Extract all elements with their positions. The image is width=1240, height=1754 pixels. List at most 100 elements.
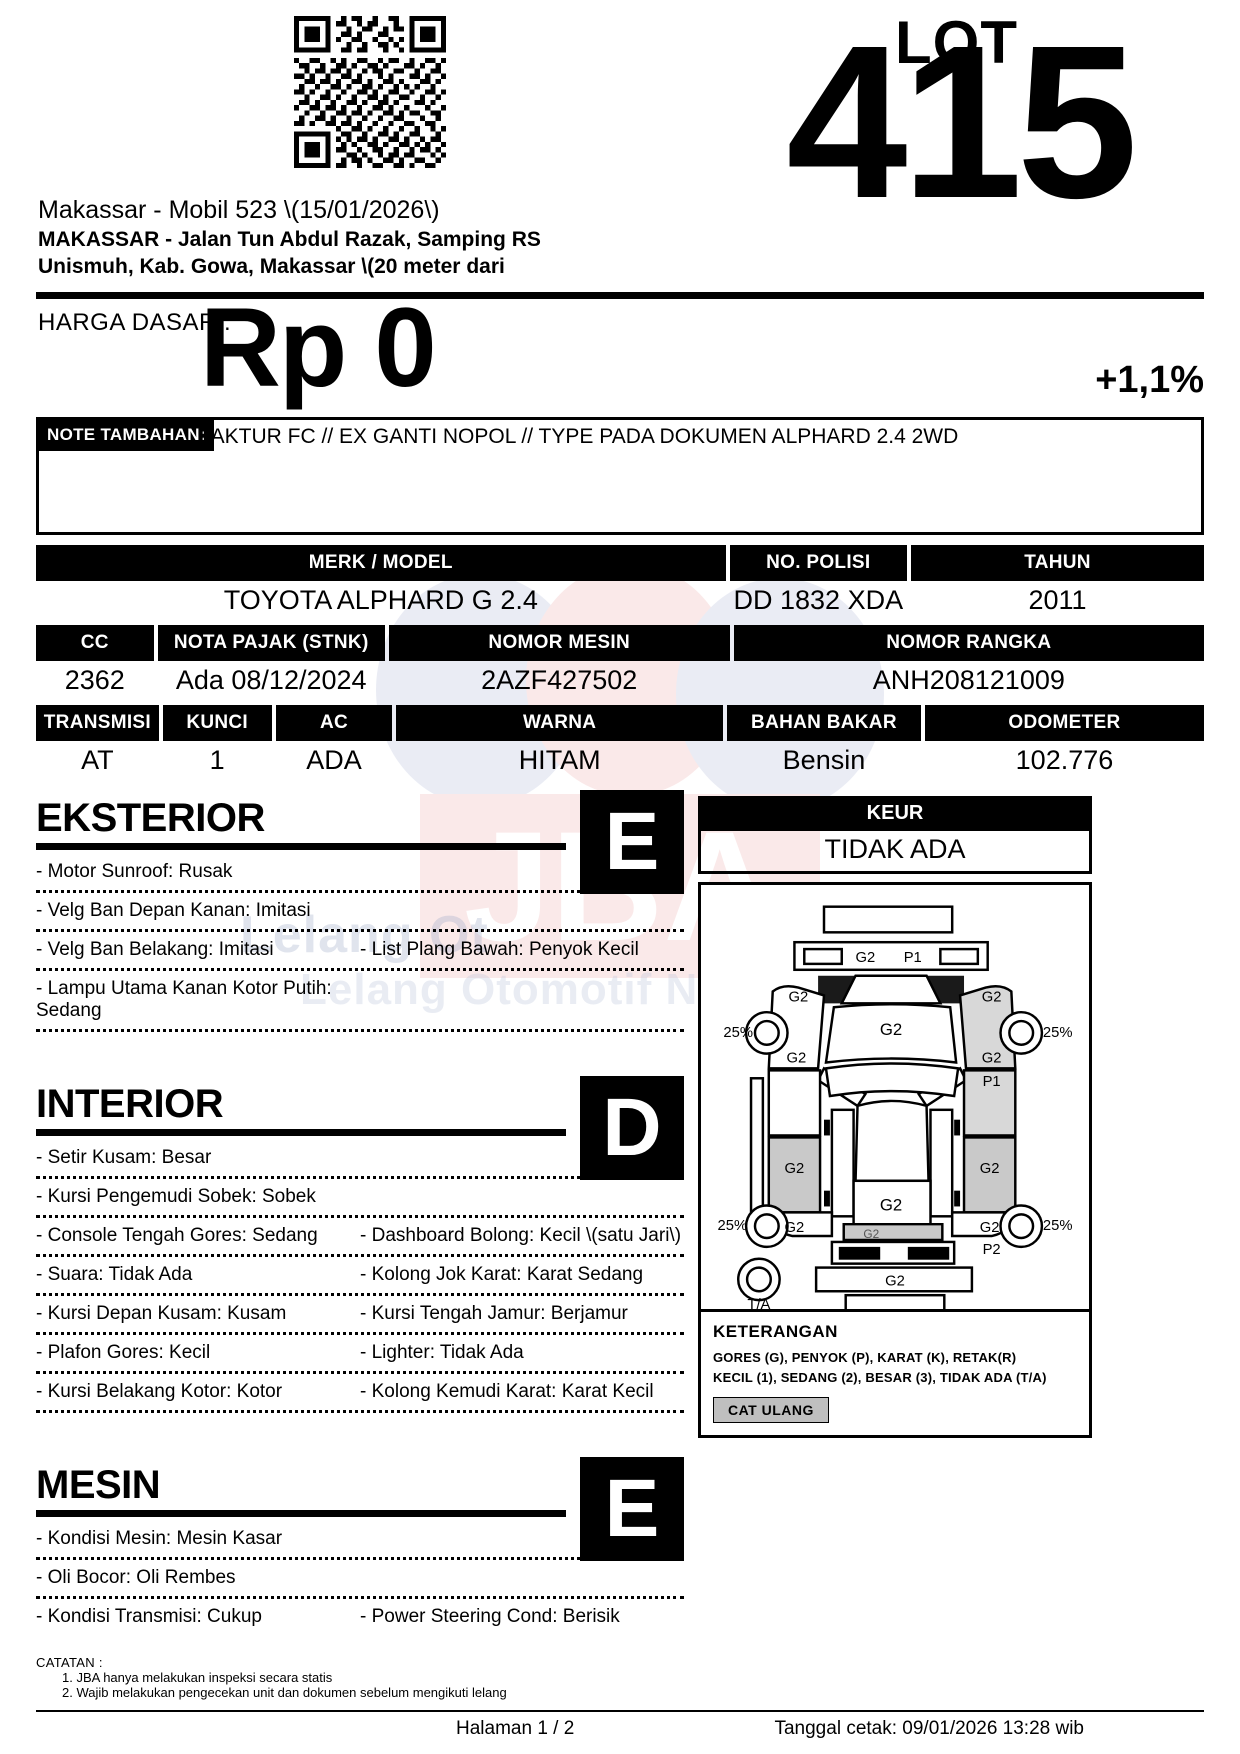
spec-header-odometer: ODOMETER [924, 705, 1204, 741]
list-item [360, 1567, 684, 1589]
spec-value-ac: ADA [306, 745, 362, 775]
list-item [360, 900, 684, 922]
spec-value-bahan-bakar: Bensin [782, 745, 866, 775]
list-item: - Velg Ban Depan Kanan: Imitasi [36, 900, 311, 921]
price-section: HARGA DASAR : Rp 0 +1,1% [36, 285, 1204, 417]
table-row: - Suara: Tidak Ada - Kolong Jok Karat: K… [36, 1257, 684, 1296]
section-title-eksterior: EKSTERIOR [36, 796, 265, 840]
base-price-value: Rp 0 [200, 285, 437, 410]
spec-value-cc: 2362 [64, 665, 125, 695]
spec-header-ac: AC [275, 705, 393, 741]
table-row: - Kursi Pengemudi Sobek: Sobek [36, 1179, 684, 1218]
spec-header-nota-pajak: NOTA PAJAK (STNK) [157, 625, 385, 661]
list-item: - Suara: Tidak Ada [36, 1264, 193, 1285]
list-item: - Lighter: Tidak Ada [360, 1342, 524, 1363]
diagram-mark-rear-sill: G2 [863, 1227, 879, 1241]
diagram-mark-roof-center: G2 [880, 1195, 902, 1214]
diagram-tire-fr: 25% [1043, 1025, 1073, 1041]
section-interior: INTERIOR D - Setir Kusam: Besar - Kursi … [36, 1076, 684, 1413]
spec-row-3: TRANSMISI KUNCI AC WARNA BAHAN BAKAR ODO… [36, 705, 1204, 782]
diagram-mark-left-front-door: G2 [787, 1050, 807, 1066]
diagram-mark-front-right-fender: G2 [982, 989, 1002, 1005]
section-mesin: MESIN E - Kondisi Mesin: Mesin Kasar - O… [36, 1457, 684, 1635]
keur-value: TIDAK ADA [698, 831, 1092, 874]
spec-header-warna: WARNA [396, 705, 723, 741]
inspection-body: EKSTERIOR E - Motor Sunroof: Rusak - Vel… [36, 790, 1204, 1639]
diagram-tire-rl: 25% [718, 1218, 748, 1234]
spec-value-no-polisi: DD 1832 XDA [733, 585, 904, 615]
diagram-tire-fl: 25% [723, 1025, 753, 1041]
list-item: - Setir Kusam: Besar [36, 1147, 212, 1168]
lot-word-label: LOT [895, 9, 1018, 76]
spec-value-kunci: 1 [209, 745, 225, 775]
list-item: - Kolong Jok Karat: Karat Sedang [360, 1264, 644, 1285]
list-item: - Plafon Gores: Kecil [36, 1342, 211, 1363]
table-row: - Kondisi Mesin: Mesin Kasar [36, 1521, 684, 1560]
print-date: Tanggal cetak: 09/01/2026 13:28 wib [774, 1718, 1084, 1739]
table-row: - Velg Ban Belakang: Imitasi - List Plan… [36, 932, 684, 971]
list-item: - Kursi Tengah Jamur: Berjamur [360, 1303, 628, 1324]
grade-badge-interior: D [580, 1076, 684, 1180]
list-item: - Dashboard Bolong: Kecil \(satu Jari\) [360, 1225, 682, 1246]
list-item: - Kondisi Transmisi: Cukup [36, 1606, 262, 1627]
table-row: - Kursi Belakang Kotor: Kotor - Kolong K… [36, 1374, 684, 1413]
header-divider [36, 292, 1204, 299]
table-row: - Console Tengah Gores: Sedang - Dashboa… [36, 1218, 684, 1257]
spec-row-1: MERK / MODEL NO. POLISI TAHUN TOYOTA ALP… [36, 545, 1204, 622]
spec-value-merk-model: TOYOTA ALPHARD G 2.4 [223, 585, 538, 615]
additional-note-box: NOTE TAMBAHAN: FAKTUR FC // EX GANTI NOP… [36, 417, 1204, 535]
spec-header-nomor-rangka: NOMOR RANGKA [733, 625, 1204, 661]
diagram-mark-front-left-fender: G2 [789, 989, 809, 1005]
table-row: - Oli Bocor: Oli Rembes [36, 1560, 684, 1599]
diagram-mark-roof-front2: P1 [904, 950, 922, 966]
list-item: - Power Steering Cond: Berisik [360, 1606, 620, 1627]
spec-header-kunci: KUNCI [162, 705, 272, 741]
list-item: - Lampu Utama Kanan Kotor Putih: Sedang [36, 978, 332, 1021]
grade-badge-eksterior: E [580, 790, 684, 894]
page-indicator: Halaman 1 / 2 [456, 1718, 575, 1739]
diagram-mark-right-front-door-a: G2 [982, 1050, 1002, 1066]
spec-value-odometer: 102.776 [1015, 745, 1114, 775]
repaint-badge: CAT ULANG [713, 1397, 829, 1423]
section-title-mesin: MESIN [36, 1463, 161, 1507]
list-item: - Motor Sunroof: Rusak [36, 861, 233, 882]
spec-header-bahan-bakar: BAHAN BAKAR [726, 705, 921, 741]
footer-note-1: 1. JBA hanya melakukan inspeksi secara s… [62, 1670, 333, 1685]
legend-line-1: GORES (G), PENYOK (P), KARAT (K), RETAK(… [713, 1350, 1017, 1365]
section-rule [36, 843, 566, 850]
section-title-interior: INTERIOR [36, 1082, 224, 1126]
spec-value-nota-pajak: Ada 08/12/2024 [175, 665, 367, 695]
header: LOT 415 Makassar - Mobil 523 \(15/01/202… [36, 0, 1204, 290]
diagram-mark-roof-front: G2 [856, 950, 876, 966]
diagram-mark-right-rear-door: G2 [980, 1161, 1000, 1177]
spec-value-tahun: 2011 [1028, 585, 1087, 615]
diagram-spare-label: T/A [747, 1297, 770, 1309]
keur-header-label: KEUR [698, 796, 1092, 831]
note-text: FAKTUR FC // EX GANTI NOPOL // TYPE PADA… [199, 425, 959, 448]
spec-header-merk-model: MERK / MODEL [36, 545, 726, 581]
table-row: - Lampu Utama Kanan Kotor Putih: Sedang [36, 971, 684, 1032]
footer-note-2: 2. Wajib melakukan pengecekan unit dan d… [62, 1685, 507, 1700]
section-eksterior: EKSTERIOR E - Motor Sunroof: Rusak - Vel… [36, 790, 684, 1032]
spec-value-nomor-mesin: 2AZF427502 [481, 665, 638, 695]
diagram-mark-rear-left: G2 [785, 1220, 805, 1236]
lot-number: 415 [786, 1, 1138, 244]
diagram-mark-right-front-door-b: P1 [983, 1074, 1001, 1090]
venue-title: Makassar - Mobil 523 \(15/01/2026\) [38, 196, 440, 224]
spec-row-2: CC NOTA PAJAK (STNK) NOMOR MESIN NOMOR R… [36, 625, 1204, 702]
venue-address-line-1: MAKASSAR - Jalan Tun Abdul Razak, Sampin… [38, 228, 541, 251]
footer: CATATAN : 1. JBA hanya melakukan inspeks… [36, 1655, 1204, 1740]
list-item: - List Plang Bawah: Penyok Kecil [360, 939, 639, 960]
legend-line-2: KECIL (1), SEDANG (2), BESAR (3), TIDAK … [713, 1369, 1047, 1385]
table-row: - Motor Sunroof: Rusak [36, 854, 684, 893]
list-item: - Kursi Belakang Kotor: Kotor [36, 1381, 283, 1402]
legend-box: KETERANGAN GORES (G), PENYOK (P), KARAT … [698, 1312, 1092, 1438]
condition-sections: EKSTERIOR E - Motor Sunroof: Rusak - Vel… [36, 790, 684, 1639]
table-row: - Velg Ban Depan Kanan: Imitasi [36, 893, 684, 932]
keur-panel: KEUR TIDAK ADA [698, 796, 1092, 1639]
list-item [360, 1186, 684, 1208]
percent-badge: +1,1% [1095, 359, 1204, 401]
damage-diagram: G2 P1 G2 G2 G2 G2 G2 P1 G2 G2 G2 G2 G2 P… [698, 882, 1092, 1315]
table-row: - Kursi Depan Kusam: Kusam - Kursi Tenga… [36, 1296, 684, 1335]
